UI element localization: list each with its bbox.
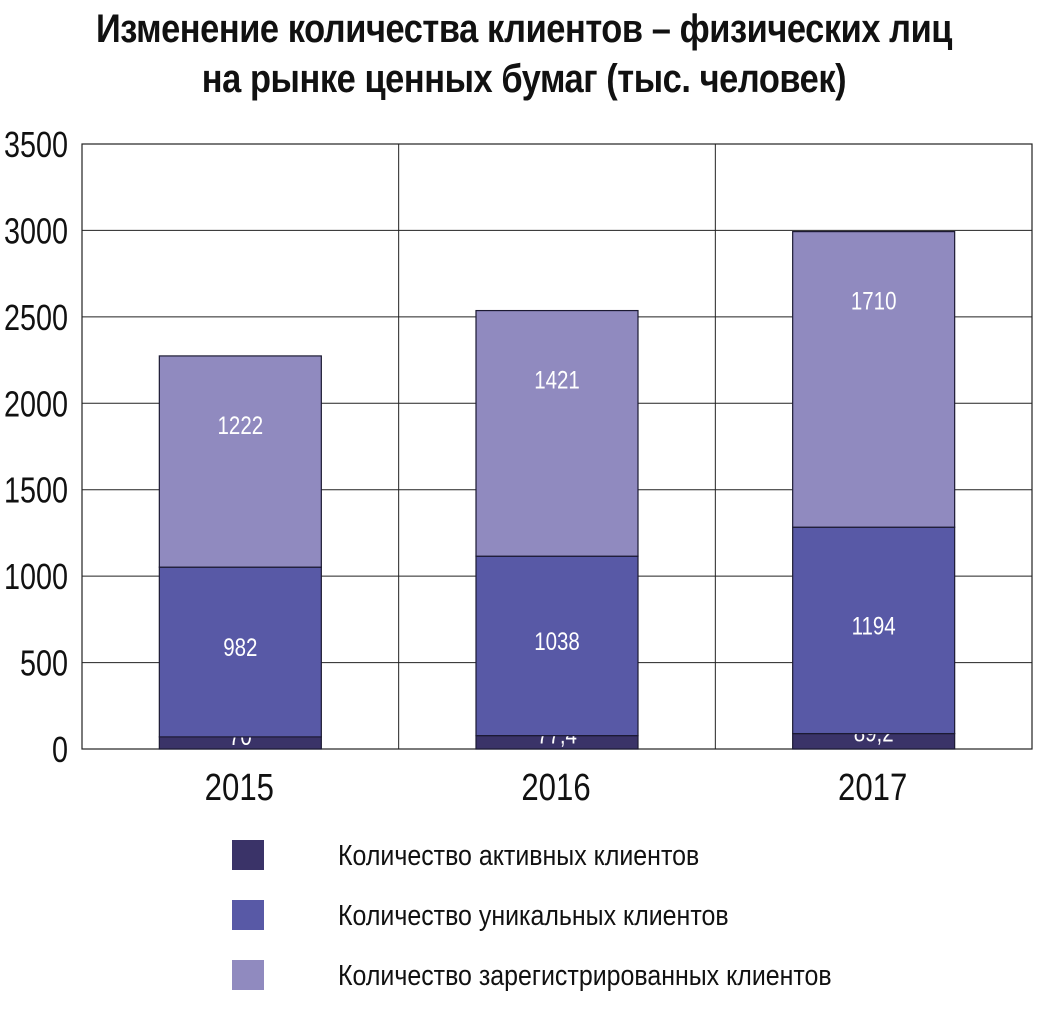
y-tick-label: 500 (20, 642, 68, 683)
bar-data-label: 1710 (851, 287, 897, 315)
y-tick-label: 1500 (4, 470, 68, 511)
bar-data-label: 1421 (534, 366, 580, 394)
bar-segment-unique (792, 526, 956, 735)
bar-segment-registered (475, 309, 639, 557)
y-tick-label: 2500 (4, 297, 68, 338)
chart-title-line-2: на рынке ценных бумаг (тыс. человек) (201, 57, 847, 101)
y-tick-label: 0 (52, 729, 68, 770)
chart-title: Изменение количества клиентов – физическ… (73, 4, 974, 104)
legend-label-unique: Количество уникальных клиентов (338, 900, 729, 932)
legend-swatch-unique (232, 900, 264, 930)
legend-swatch-registered (232, 960, 264, 990)
y-tick-label: 2000 (4, 383, 68, 424)
legend-swatch-active (232, 840, 264, 870)
bar-segment-registered (792, 231, 956, 528)
bar-data-label: 1194 (852, 611, 896, 639)
bar-segment-unique (158, 566, 322, 738)
y-tick-label: 1000 (4, 556, 68, 597)
bar-segment-unique (475, 555, 639, 737)
bar-data-label: 1222 (218, 411, 264, 439)
x-tick-label: 2016 (521, 767, 590, 809)
chart-title-line-1: Изменение количества клиентов – физическ… (95, 7, 953, 51)
stacked-bar-chart: 0500100015002000250030003500709821222201… (4, 124, 1033, 809)
bar-segment-registered (158, 355, 322, 568)
bar-data-label: 1038 (534, 627, 580, 655)
legend-label-active: Количество активных клиентов (338, 840, 700, 872)
bar-data-label: 982 (223, 633, 257, 661)
x-tick-label: 2017 (838, 767, 907, 809)
x-tick-label: 2015 (205, 767, 274, 809)
y-tick-label: 3500 (4, 124, 68, 165)
y-tick-label: 3000 (4, 210, 68, 251)
legend-label-registered: Количество зарегистрированных клиентов (338, 960, 832, 992)
